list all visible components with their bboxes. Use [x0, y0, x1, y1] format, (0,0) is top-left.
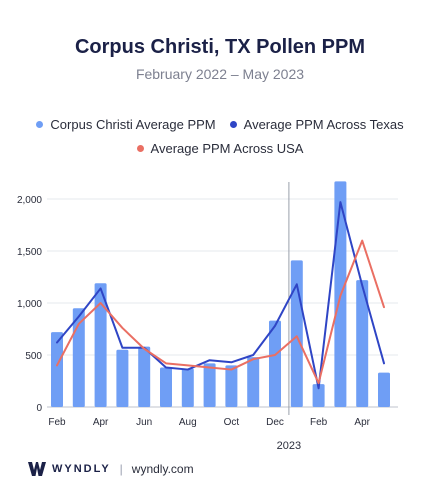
x-tick-label: Jun [136, 417, 152, 428]
series-line-1 [56, 201, 385, 390]
chart-title: Corpus Christi, TX Pollen PPM [74, 36, 366, 58]
bar-0 [51, 332, 63, 407]
x-tick-label: Feb [310, 417, 328, 428]
bar-6 [181, 368, 194, 407]
y-tick-label: 500 [25, 351, 42, 362]
footer: WYNDLY | wyndly.com [28, 462, 194, 476]
bar-8 [225, 365, 238, 407]
bar-15 [378, 372, 390, 407]
series-line-2 [56, 239, 385, 385]
x-tick-label: Aug [179, 417, 197, 428]
year-label: 2023 [277, 440, 301, 452]
legend-item-corpus: Corpus Christi Average PPM [36, 117, 216, 132]
bar-3 [116, 349, 129, 407]
legend-swatch-usa [136, 145, 144, 152]
bar-9 [247, 357, 260, 407]
pollen-chart: 0 500 1,000 1,500 2,000 2023 Feb Apr Jun Aug Oct De… [17, 181, 398, 452]
bar-12 [312, 384, 325, 407]
legend: Corpus Christi Average PPM Average PPM A… [0, 117, 440, 165]
bar-7 [203, 363, 216, 407]
brand-name: WYNDLY [52, 463, 111, 475]
chart-subtitle: February 2022 – May 2023 [135, 66, 305, 82]
y-tick-label: 2,000 [17, 195, 42, 206]
bar-4 [138, 346, 151, 407]
legend-item-texas: Average PPM Across Texas [229, 117, 404, 132]
bar-5 [160, 367, 172, 407]
legend-swatch-corpus [36, 121, 44, 128]
bar-1 [72, 308, 85, 407]
legend-label-usa: Average PPM Across USA [150, 141, 304, 156]
wyndly-logo-icon [28, 462, 46, 476]
y-tick-label: 1,500 [17, 247, 42, 258]
footer-separator: | [119, 462, 123, 476]
legend-label-corpus: Corpus Christi Average PPM [50, 117, 216, 132]
bar-2 [94, 283, 107, 407]
x-tick-label: Apr [354, 417, 370, 428]
x-tick-label: Dec [266, 417, 284, 428]
legend-swatch-texas [229, 121, 237, 128]
y-tick-label: 0 [36, 403, 42, 414]
legend-item-usa: Average PPM Across USA [136, 141, 304, 156]
x-tick-label: Feb [48, 417, 66, 428]
brand-url[interactable]: wyndly.com [131, 462, 194, 476]
bar-11 [290, 260, 303, 407]
x-tick-label: Apr [93, 417, 109, 428]
legend-label-texas: Average PPM Across Texas [243, 117, 404, 132]
y-tick-label: 1,000 [17, 299, 42, 310]
bar-10 [269, 320, 281, 407]
bar-14 [356, 280, 369, 407]
x-tick-label: Oct [224, 417, 240, 428]
